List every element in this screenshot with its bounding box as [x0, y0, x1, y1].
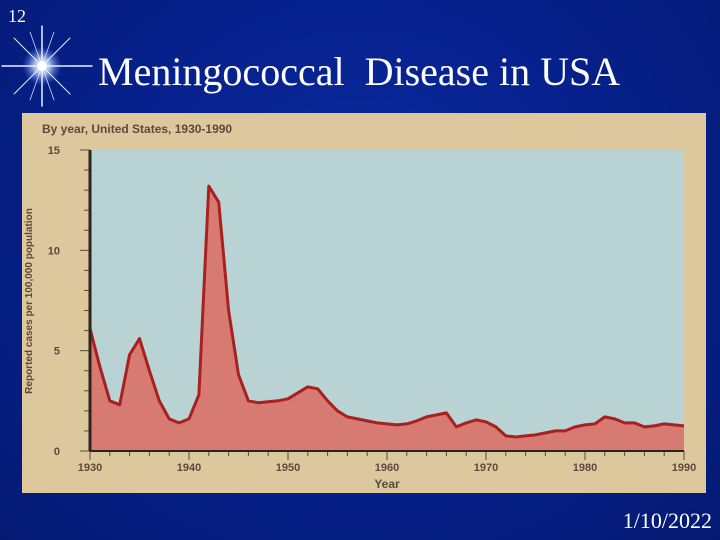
x-tick-label: 1980 [573, 462, 597, 474]
y-tick-label: 0 [54, 446, 60, 458]
x-tick-label: 1960 [375, 462, 399, 474]
y-tick-label: 15 [48, 145, 60, 157]
area-series [90, 186, 684, 451]
y-axis-ticks: 0 5 10 15 [48, 145, 90, 458]
chart-title: By year, United States, 1930-1990 [42, 122, 232, 136]
x-axis-label: Year [374, 477, 400, 491]
chart: By year, United States, 1930-1990 0 5 10 15… [24, 122, 696, 491]
x-tick-label: 1940 [177, 462, 201, 474]
slide-title: Meningococcal Disease in USA [98, 49, 621, 94]
area-series-outline [88, 184, 685, 439]
chart-panel: By year, United States, 1930-1990 0 5 10 15… [22, 113, 706, 493]
x-axis-ticks: 1930 1940 1950 1960 1970 1980 1990 [78, 451, 696, 474]
plot-background [90, 150, 684, 451]
x-tick-label: 1950 [276, 462, 300, 474]
y-tick-label: 10 [48, 245, 60, 257]
slide-number: 12 [8, 6, 26, 26]
y-axis-label: Reported cases per 100,000 population [24, 208, 35, 394]
x-tick-label: 1930 [78, 462, 102, 474]
x-tick-label: 1970 [474, 462, 498, 474]
y-tick-label: 5 [54, 346, 60, 358]
x-tick-label: 1990 [672, 462, 696, 474]
sparkle-star-icon [1, 25, 93, 107]
slide-date: 1/10/2022 [622, 508, 712, 533]
